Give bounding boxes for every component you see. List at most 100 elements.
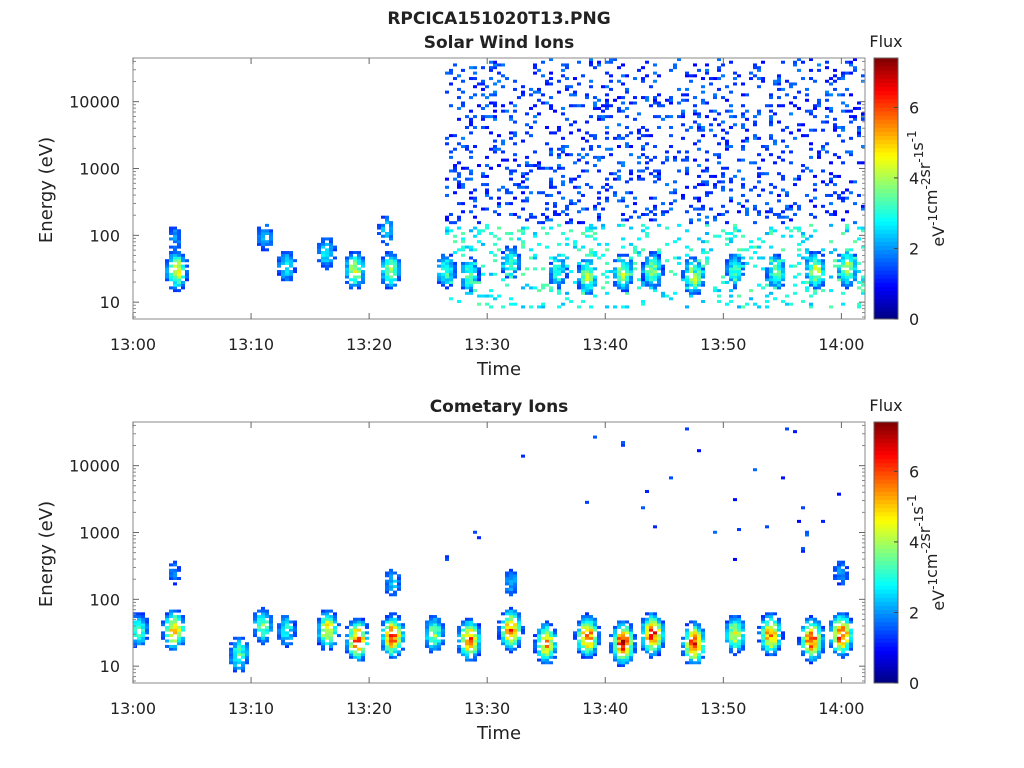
heatmap-cell bbox=[461, 283, 465, 287]
heatmap-cell bbox=[353, 625, 357, 629]
heatmap-cell bbox=[857, 261, 861, 265]
heatmap-cell bbox=[625, 305, 629, 309]
heatmap-cell bbox=[317, 245, 321, 249]
heatmap-cell bbox=[817, 270, 821, 274]
colorbar-swatch bbox=[874, 634, 898, 639]
heatmap-cell bbox=[549, 226, 553, 230]
colorbar-swatch bbox=[874, 306, 898, 312]
heatmap-cell bbox=[389, 270, 393, 274]
heatmap-cell bbox=[649, 647, 653, 651]
heatmap-cell bbox=[397, 634, 401, 638]
heatmap-cell bbox=[797, 204, 801, 208]
heatmap-cell bbox=[797, 174, 801, 178]
heatmap-cell bbox=[585, 286, 589, 290]
heatmap-cell bbox=[585, 161, 589, 165]
heatmap-cell bbox=[697, 289, 701, 293]
heatmap-cell bbox=[685, 253, 689, 257]
heatmap-cell bbox=[797, 519, 801, 523]
heatmap-cell bbox=[685, 634, 689, 638]
heatmap-cell bbox=[689, 256, 693, 260]
heatmap-cell bbox=[725, 272, 729, 276]
heatmap-cell bbox=[717, 123, 721, 127]
heatmap-cell bbox=[569, 299, 573, 303]
heatmap-cell bbox=[749, 240, 753, 244]
heatmap-cell bbox=[845, 71, 849, 75]
heatmap-cell bbox=[669, 115, 673, 119]
heatmap-cell bbox=[629, 642, 633, 646]
heatmap-cell bbox=[849, 180, 853, 184]
heatmap-cell bbox=[845, 574, 849, 578]
heatmap-cell bbox=[741, 145, 745, 149]
heatmap-cell bbox=[177, 568, 181, 572]
heatmap-cell bbox=[277, 623, 281, 627]
heatmap-cell bbox=[445, 71, 449, 75]
heatmap-cell bbox=[501, 625, 505, 629]
colorbar-tick-label: 6 bbox=[909, 98, 919, 117]
heatmap-cell bbox=[837, 620, 841, 624]
heatmap-cell bbox=[697, 631, 701, 635]
heatmap-cell bbox=[833, 248, 837, 252]
heatmap-cell bbox=[805, 650, 809, 654]
heatmap-cell bbox=[577, 60, 581, 64]
heatmap-cell bbox=[853, 68, 857, 72]
heatmap-cell bbox=[685, 636, 689, 640]
heatmap-cell bbox=[613, 647, 617, 651]
heatmap-cell bbox=[165, 612, 169, 616]
heatmap-cell bbox=[429, 644, 433, 648]
heatmap-cell bbox=[577, 174, 581, 178]
heatmap-cell bbox=[653, 636, 657, 640]
colorbar-swatch bbox=[874, 233, 898, 238]
heatmap-cell bbox=[697, 449, 701, 453]
heatmap-cell bbox=[357, 653, 361, 657]
heatmap-cell bbox=[173, 639, 177, 643]
heatmap-cell bbox=[645, 625, 649, 629]
heatmap-cell bbox=[777, 647, 781, 651]
heatmap-cell bbox=[757, 172, 761, 176]
heatmap-cell bbox=[585, 650, 589, 654]
heatmap-cell bbox=[513, 248, 517, 252]
heatmap-cell bbox=[461, 240, 465, 244]
colorbar-swatch bbox=[874, 450, 898, 456]
heatmap-cell bbox=[269, 237, 273, 241]
heatmap-cell bbox=[173, 278, 177, 282]
heatmap-cell bbox=[289, 642, 293, 646]
heatmap-cell bbox=[549, 639, 553, 643]
heatmap-cell bbox=[381, 647, 385, 651]
heatmap-cell bbox=[673, 155, 677, 159]
heatmap-cell bbox=[845, 612, 849, 616]
heatmap-cell bbox=[665, 226, 669, 230]
heatmap-cell bbox=[549, 278, 553, 282]
heatmap-cell bbox=[641, 272, 645, 276]
heatmap-cell bbox=[665, 158, 669, 162]
heatmap-cell bbox=[621, 283, 625, 287]
heatmap-cell bbox=[525, 123, 529, 127]
heatmap-cell bbox=[137, 623, 141, 627]
heatmap-cell bbox=[653, 207, 657, 211]
heatmap-cell bbox=[269, 240, 273, 244]
heatmap-cell bbox=[817, 628, 821, 632]
heatmap-cell bbox=[377, 226, 381, 230]
heatmap-cell bbox=[669, 125, 673, 129]
heatmap-cell bbox=[717, 66, 721, 70]
heatmap-cell bbox=[277, 272, 281, 276]
heatmap-cell bbox=[513, 634, 517, 638]
heatmap-cell bbox=[581, 291, 585, 295]
heatmap-cell bbox=[609, 104, 613, 108]
heatmap-cell bbox=[389, 628, 393, 632]
heatmap-cell bbox=[241, 669, 245, 673]
heatmap-cell bbox=[517, 639, 521, 643]
heatmap-cell bbox=[433, 639, 437, 643]
heatmap-cell bbox=[285, 259, 289, 263]
heatmap-cell bbox=[477, 623, 481, 627]
heatmap-cell bbox=[485, 294, 489, 298]
heatmap-cell bbox=[537, 112, 541, 116]
heatmap-cell bbox=[389, 237, 393, 241]
heatmap-cell bbox=[549, 77, 553, 81]
heatmap-cell bbox=[577, 278, 581, 282]
heatmap-cell bbox=[845, 251, 849, 255]
heatmap-cell bbox=[597, 117, 601, 121]
heatmap-cell bbox=[513, 615, 517, 619]
heatmap-cell bbox=[477, 536, 481, 540]
heatmap-cell bbox=[581, 147, 585, 151]
heatmap-cell bbox=[593, 653, 597, 657]
